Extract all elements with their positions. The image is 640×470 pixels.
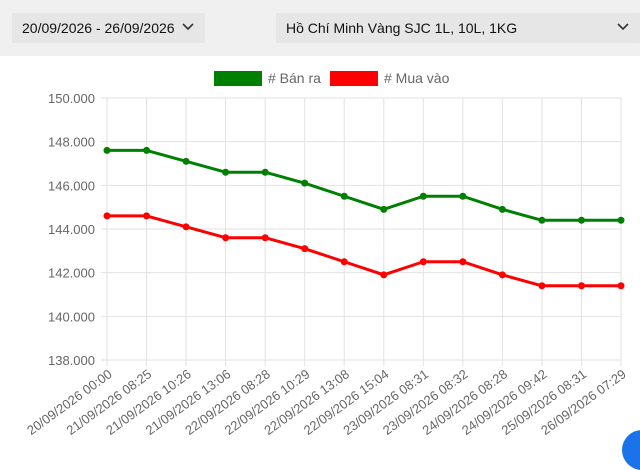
product-value: Hồ Chí Minh Vàng SJC 1L, 10L, 1KG <box>286 20 518 36</box>
y-tick-label: 142.000 <box>48 266 95 281</box>
grid-layer <box>101 97 622 366</box>
mua-vao-point <box>301 245 309 253</box>
date-range-value: 20/09/2026 - 26/09/2026 <box>22 20 175 36</box>
mua-vao-point <box>182 223 190 231</box>
axis-layer: 138.000 140.000 142.000 144.000 146.000 148.0… <box>24 91 629 438</box>
legend-swatch-mua-vao <box>330 71 378 86</box>
ban-ra-point <box>419 192 427 200</box>
mua-vao-point <box>538 282 546 290</box>
ban-ra-point <box>261 168 269 176</box>
mua-vao-point <box>340 258 348 266</box>
y-tick-label: 138.000 <box>48 353 95 368</box>
mua-vao-point <box>222 234 230 242</box>
ban-ra-point <box>222 168 230 176</box>
ban-ra-line <box>107 148 621 222</box>
mua-vao-point <box>459 258 467 266</box>
y-tick-label: 144.000 <box>48 222 95 237</box>
ban-ra-point <box>301 179 309 187</box>
ban-ra-point <box>380 205 388 213</box>
ban-ra-point <box>498 205 506 213</box>
y-tick-label: 140.000 <box>48 309 95 324</box>
mua-vao-point <box>498 271 506 279</box>
ban-ra-point <box>340 192 348 200</box>
chevron-down-icon <box>617 23 629 31</box>
y-tick-label: 148.000 <box>48 135 95 150</box>
mua-vao-point <box>419 258 427 266</box>
filter-bar: 20/09/2026 - 26/09/2026 Hồ Chí Minh Vàng… <box>0 0 640 56</box>
date-range-select[interactable]: 20/09/2026 - 26/09/2026 <box>12 13 205 43</box>
ban-ra-point <box>182 157 190 165</box>
mua-vao-point <box>380 271 388 279</box>
mua-vao-point <box>617 282 625 290</box>
ban-ra-point <box>459 192 467 200</box>
price-line-chart: 138.000 140.000 142.000 144.000 146.000 148.0… <box>24 70 629 438</box>
mua-vao-point <box>261 234 269 242</box>
y-tick-label: 150.000 <box>48 91 95 106</box>
ban-ra-point <box>103 146 111 154</box>
y-tick-label: 146.000 <box>48 178 95 193</box>
ban-ra-point <box>143 146 151 154</box>
series-layer <box>103 146 625 290</box>
mua-vao-point <box>103 212 111 220</box>
ban-ra-point <box>538 216 546 224</box>
chart-panel: 138.000 140.000 142.000 144.000 146.000 148.0… <box>12 56 640 455</box>
mua-vao-point <box>577 282 585 290</box>
ban-ra-point <box>577 216 585 224</box>
mua-vao-line <box>107 214 621 288</box>
chevron-down-icon <box>182 23 194 31</box>
product-select[interactable]: Hồ Chí Minh Vàng SJC 1L, 10L, 1KG <box>276 13 640 43</box>
ban-ra-point <box>617 216 625 224</box>
mua-vao-point <box>143 212 151 220</box>
legend-label-mua-vao: # Mua vào <box>384 70 450 86</box>
legend-label-ban-ra: # Bán ra <box>268 70 321 86</box>
legend-swatch-ban-ra <box>214 71 262 86</box>
legend: # Bán ra # Mua vào <box>214 70 450 86</box>
